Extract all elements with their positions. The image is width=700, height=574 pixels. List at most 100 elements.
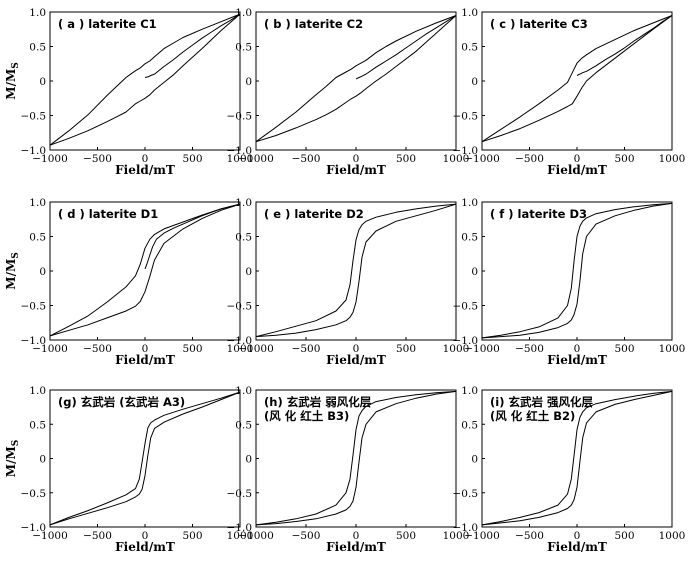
panel-c: −1000 −500 0 500 1000 −1.0 −0.5 0 0.5 1.0 Field/mT… [453, 7, 686, 177]
panel-title: (h) 玄武岩 弱风化层 [264, 395, 372, 409]
panel-title: (g) 玄武岩 (玄武岩 A3) [58, 395, 185, 409]
x-tick-label: −500 [83, 530, 112, 542]
x-tick-label: 0 [142, 153, 149, 165]
plot-frame [255, 201, 457, 341]
panel-title: (i) 玄武岩 强风化层 [490, 395, 593, 409]
plot-frame [49, 389, 241, 528]
x-tick-label: 1000 [227, 530, 254, 542]
y-tick-label: −1.0 [453, 522, 479, 534]
x-tick-label: 500 [396, 153, 416, 165]
lower-branch-line [481, 15, 673, 143]
upper-branch-line [255, 390, 457, 526]
x-tick-label: −500 [515, 343, 544, 355]
y-tick-label: −1.0 [21, 335, 47, 347]
y-tick-label: 1.0 [29, 197, 46, 209]
panel-b: −1000 −500 0 500 1000−1.0−0.500.51.0Field/mT… [227, 7, 470, 177]
initial-curve-line [576, 15, 673, 76]
x-tick-label: −1000 [32, 153, 68, 165]
y-tick-label: −0.5 [453, 301, 479, 313]
y-tick-label: −0.5 [21, 301, 47, 313]
x-tick-label: 500 [182, 530, 202, 542]
y-tick-label: −0.5 [227, 301, 253, 313]
y-tick-label: −0.5 [453, 111, 479, 123]
y-tick-label: 1.0 [235, 7, 252, 19]
x-tick-label: −500 [83, 153, 112, 165]
lower-branch-line [49, 391, 241, 526]
x-axis-label: Field/mT [115, 540, 175, 554]
x-axis-label: Field/mT [326, 353, 386, 367]
x-tick-label: 1000 [659, 343, 686, 355]
y-tick-label: 0 [245, 266, 252, 278]
panel-title: (风 化 红土 B3) [264, 409, 349, 423]
y-tick-label: 0 [39, 76, 46, 88]
y-axis-label: M/MS [4, 440, 21, 477]
lower-branch-line [255, 15, 457, 143]
x-tick-label: 500 [182, 343, 202, 355]
y-tick-label: −1.0 [21, 145, 47, 157]
panel-title: (风 化 红土 B2) [490, 409, 575, 423]
x-tick-label: 0 [353, 530, 360, 542]
y-tick-label: 0 [245, 76, 252, 88]
x-tick-label: 1000 [227, 153, 254, 165]
x-tick-label: 500 [614, 153, 634, 165]
y-tick-label: −1.0 [21, 522, 47, 534]
y-tick-label: −0.5 [227, 111, 253, 123]
x-tick-label: 0 [353, 343, 360, 355]
panel-e: −1000 −500 0 500 1000−1.0−0.500.51.0Field/mT… [227, 197, 470, 367]
y-tick-label: 0.5 [29, 232, 46, 244]
y-tick-label: 0 [471, 454, 478, 466]
y-tick-label: −1.0 [227, 522, 253, 534]
y-tick-label: −1.0 [453, 145, 479, 157]
x-tick-label: −1000 [238, 153, 274, 165]
y-tick-label: −1.0 [227, 145, 253, 157]
panel-d: −1000 −500 0 500 1000−1.0−0.500.51.0Field/mT… [4, 197, 253, 367]
x-axis-label: Field/mT [326, 540, 386, 554]
upper-branch-line [481, 202, 673, 339]
panel-title: ( f ) laterite D3 [490, 207, 587, 221]
upper-branch-line [49, 391, 241, 526]
y-tick-label: −0.5 [227, 488, 253, 500]
panel-g: −1000 −500 0 500 1000−1.0−0.500.51.0Field/mT… [4, 385, 253, 554]
upper-branch-line [481, 390, 673, 526]
y-tick-label: 0.5 [29, 42, 46, 54]
x-tick-label: 1000 [443, 530, 470, 542]
lower-branch-line [481, 202, 673, 339]
x-axis-label: Field/mT [547, 163, 607, 177]
lower-branch-line [481, 390, 673, 526]
panel-title: ( c ) laterite C3 [490, 17, 588, 31]
y-tick-label: 1.0 [461, 7, 478, 19]
x-tick-label: −1000 [464, 530, 500, 542]
x-tick-label: −500 [292, 153, 321, 165]
y-tick-label: 0.5 [235, 42, 252, 54]
x-tick-label: 1000 [659, 530, 686, 542]
panel-i: −1000 −500 0 500 1000 −1.0 −0.5 0 0.5 1.0 Field/mT… [453, 385, 686, 554]
y-tick-label: −0.5 [453, 488, 479, 500]
plot-frame [481, 201, 673, 341]
y-axis-label: M/MS [4, 252, 21, 289]
plot-frame [481, 11, 673, 151]
y-tick-label: 0.5 [235, 232, 252, 244]
y-tick-label: 0 [471, 76, 478, 88]
x-tick-label: 0 [574, 343, 581, 355]
x-tick-label: −500 [292, 530, 321, 542]
x-tick-label: −500 [515, 530, 544, 542]
initial-curve-line [144, 13, 241, 78]
x-tick-label: 0 [142, 343, 149, 355]
y-tick-label: 0 [39, 454, 46, 466]
initial-curve-line [355, 15, 457, 80]
x-axis-label: Field/mT [115, 163, 175, 177]
plot-frame [255, 11, 457, 151]
panel-h: −1000 −500 0 500 1000−1.0−0.500.51.0Field/mT… [227, 385, 470, 554]
x-axis-label: Field/mT [547, 353, 607, 367]
y-tick-label: 0.5 [461, 42, 478, 54]
panel-f: −1000 −500 0 500 1000 −1.0 −0.5 0 0.5 1.0 Field/mT… [453, 197, 686, 367]
y-tick-label: 1.0 [235, 197, 252, 209]
x-tick-label: 0 [353, 153, 360, 165]
y-tick-label: −0.5 [21, 111, 47, 123]
x-tick-label: 1000 [443, 153, 470, 165]
x-tick-label: 500 [614, 343, 634, 355]
x-tick-label: −500 [515, 153, 544, 165]
upper-branch-line [49, 203, 241, 337]
x-tick-label: 500 [396, 530, 416, 542]
